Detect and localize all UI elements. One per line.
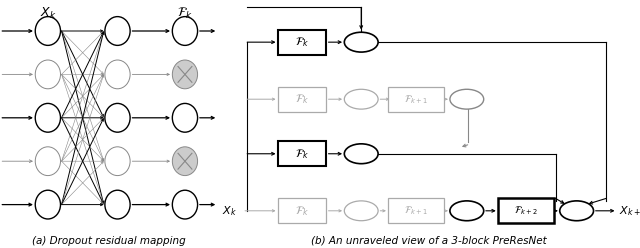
Circle shape [450, 201, 484, 221]
Text: $\mathcal{F}_{k+1}$: $\mathcal{F}_{k+1}$ [404, 204, 428, 217]
Text: (a) Dropout residual mapping: (a) Dropout residual mapping [32, 236, 186, 246]
Text: $\mathcal{F}_{k+2}$: $\mathcal{F}_{k+2}$ [514, 204, 538, 217]
Circle shape [172, 103, 198, 132]
Circle shape [105, 17, 130, 45]
Circle shape [172, 190, 198, 219]
Circle shape [105, 60, 130, 89]
Bar [278, 198, 326, 223]
Circle shape [105, 103, 130, 132]
Circle shape [344, 144, 378, 164]
Text: $\mathcal{F}_k$: $\mathcal{F}_k$ [295, 35, 309, 49]
Text: $X_{k+3}$: $X_{k+3}$ [619, 204, 640, 218]
Bar [388, 87, 444, 112]
Text: $\mathcal{F}_k$: $\mathcal{F}_k$ [295, 147, 309, 161]
Text: $\mathcal{F}_{k+1}$: $\mathcal{F}_{k+1}$ [404, 93, 428, 106]
Circle shape [172, 60, 198, 89]
Circle shape [35, 17, 61, 45]
Circle shape [35, 147, 61, 176]
Text: $\mathcal{F}_k$: $\mathcal{F}_k$ [295, 204, 309, 218]
Circle shape [344, 201, 378, 221]
Circle shape [172, 147, 198, 176]
Bar [498, 198, 554, 223]
Circle shape [105, 147, 130, 176]
Text: $X_k$: $X_k$ [222, 204, 237, 218]
Text: $X_k$: $X_k$ [40, 6, 56, 21]
Bar [278, 87, 326, 112]
Bar [278, 30, 326, 55]
Circle shape [35, 103, 61, 132]
Circle shape [172, 17, 198, 45]
Circle shape [344, 89, 378, 109]
Circle shape [344, 32, 378, 52]
Text: $\mathcal{F}_k$: $\mathcal{F}_k$ [295, 92, 309, 106]
Text: $\mathcal{F}_k$: $\mathcal{F}_k$ [177, 6, 193, 21]
Circle shape [450, 89, 484, 109]
Text: (b) An unraveled view of a 3-block PreResNet: (b) An unraveled view of a 3-block PreRe… [311, 236, 547, 246]
Circle shape [560, 201, 593, 221]
Bar [278, 141, 326, 166]
Circle shape [35, 60, 61, 89]
Bar [388, 198, 444, 223]
Circle shape [105, 190, 130, 219]
Circle shape [35, 190, 61, 219]
